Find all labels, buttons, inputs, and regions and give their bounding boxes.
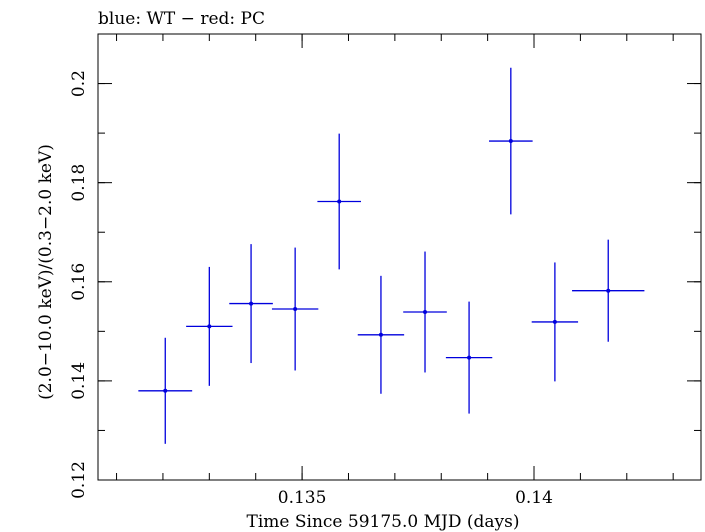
data-marker — [467, 355, 472, 360]
axes: 0.135 0.14 0.12 0.14 0.16 0.18 0.2 — [69, 33, 701, 508]
x-tick-label: 0.135 — [278, 488, 327, 508]
chart-title: blue: WT − red: PC — [98, 9, 265, 29]
data-point — [317, 133, 362, 270]
data-marker — [163, 388, 168, 393]
y-tick-label: 0.14 — [69, 362, 89, 400]
data-point — [531, 262, 579, 382]
data-point — [445, 301, 493, 414]
x-axis-label: Time Since 59175.0 MJD (days) — [247, 512, 520, 532]
data-point — [229, 244, 273, 364]
data-point — [138, 337, 193, 444]
y-tick-label: 0.12 — [69, 461, 89, 499]
plot-frame — [97, 33, 702, 481]
data-point — [572, 239, 645, 342]
data-marker — [293, 307, 298, 312]
data-point — [357, 275, 405, 394]
data-point — [186, 266, 233, 386]
data-point — [403, 251, 447, 373]
y-tick-label: 0.2 — [69, 70, 89, 97]
data-marker — [552, 319, 557, 324]
data-marker — [207, 324, 212, 329]
data-marker — [423, 310, 428, 315]
data-point — [489, 67, 533, 215]
y-axis-label: (2.0−10.0 keV)/(0.3−2.0 keV) — [36, 144, 56, 400]
data-marker — [337, 199, 342, 204]
data-marker — [606, 288, 611, 293]
data-marker — [508, 139, 513, 144]
data-marks — [138, 67, 645, 444]
x-tick-label: 0.14 — [515, 488, 553, 508]
y-tick-label: 0.18 — [69, 164, 89, 202]
data-marker — [378, 332, 383, 337]
data-point — [271, 247, 319, 371]
y-tick-label: 0.16 — [69, 263, 89, 301]
data-marker — [249, 301, 254, 306]
